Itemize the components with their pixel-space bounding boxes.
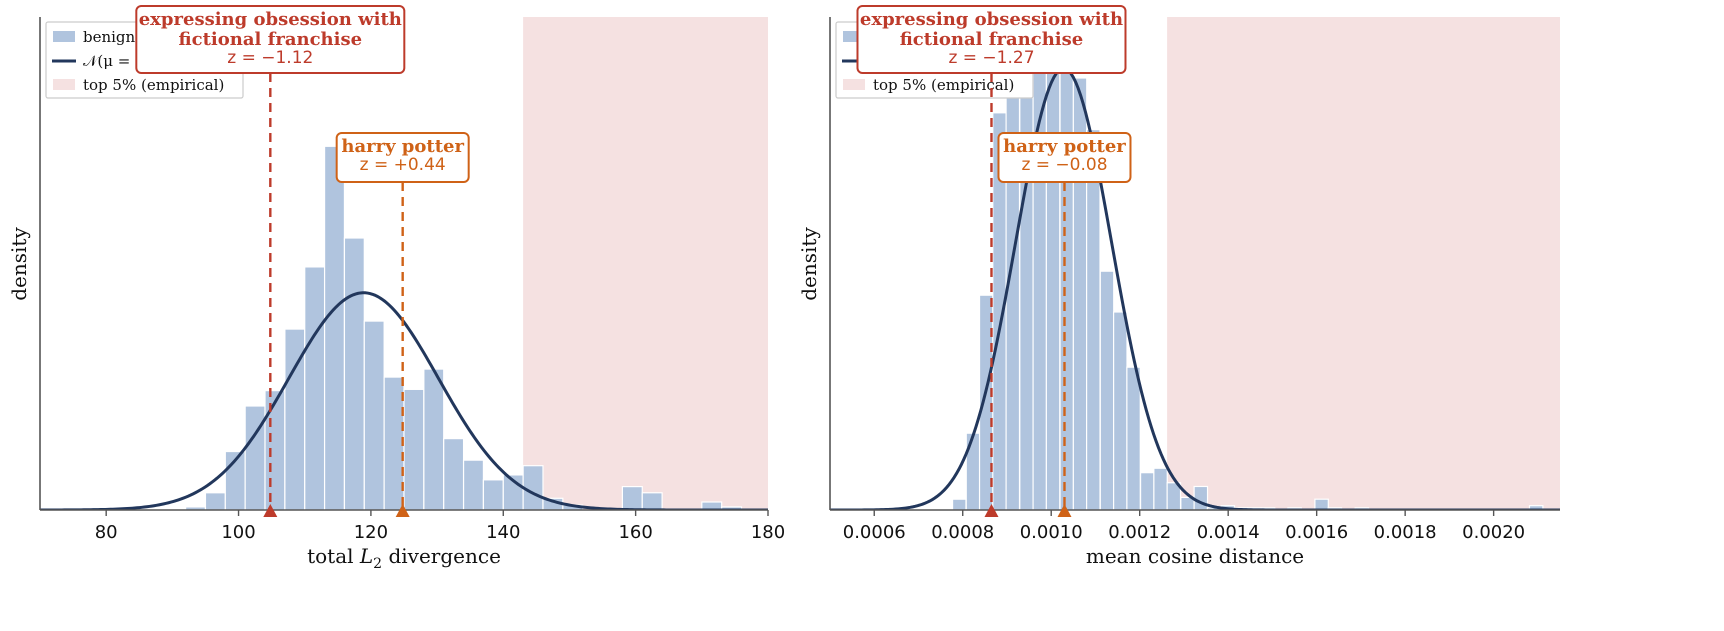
histogram-bar <box>701 501 723 510</box>
annotation-z-orange: z = +0.44 <box>360 155 446 175</box>
histogram-bar <box>641 492 663 510</box>
histogram-bar <box>1139 472 1155 510</box>
annotation-box-orange <box>997 132 1132 183</box>
histogram-bar <box>1112 311 1128 510</box>
legend-label-histogram: benign <box>83 28 136 46</box>
y-axis-label: density <box>797 227 821 301</box>
x-tick-label: 0.0014 <box>1197 522 1260 543</box>
histogram-bar <box>383 376 405 510</box>
x-tick-label: 0.0016 <box>1285 522 1348 543</box>
x-axis-label-subscript: 2 <box>373 556 382 572</box>
annotation-title-orange: harry potter <box>1003 136 1126 157</box>
histogram-bar <box>343 237 365 510</box>
histogram-bar <box>621 486 643 510</box>
histogram-bar <box>1166 482 1182 510</box>
histogram-bar <box>1153 467 1168 510</box>
histogram-bar <box>403 388 425 510</box>
x-axis-label: total L2 divergence <box>307 544 501 572</box>
annotation-title-orange: harry potter <box>341 136 464 157</box>
histogram-bar <box>1126 366 1141 510</box>
x-tick-label: 0.0006 <box>843 522 906 543</box>
annotation-title-red: fictional franchise <box>900 29 1084 50</box>
histogram-bar <box>1314 498 1329 510</box>
top5-region <box>1167 17 1560 510</box>
chart-panel-2: 0.0006 0.0008 0.0010 0.0012 0.0014 0.0016 0.00… <box>797 5 1560 568</box>
histogram-bar <box>1099 270 1115 510</box>
y-axis-label: density <box>7 227 31 301</box>
histogram-bar <box>1193 485 1209 510</box>
histogram-bar <box>1059 29 1075 510</box>
legend-swatch-top5 <box>843 79 865 90</box>
annotation-z-orange: z = −0.08 <box>1021 155 1107 175</box>
histogram-bar <box>1005 29 1021 510</box>
marker-triangle-orange <box>395 504 410 517</box>
annotation-box-red <box>856 5 1127 74</box>
legend-label-top5: top 5% (empirical) <box>83 76 224 94</box>
histogram-bar <box>443 438 465 510</box>
histogram-bar <box>304 266 326 510</box>
x-axis-label-suffix: divergence <box>382 544 501 568</box>
plot-area <box>40 17 768 510</box>
top5-region <box>523 17 768 510</box>
x-tick-label: 0.0010 <box>1020 522 1083 543</box>
legend-swatch-histogram <box>53 31 75 42</box>
x-tick-label: 120 <box>354 522 388 543</box>
legend-label-top5: top 5% (empirical) <box>873 76 1014 94</box>
x-tick-label: 80 <box>95 522 118 543</box>
normal-fit-curve <box>830 66 1560 510</box>
annotation-title-red: expressing obsession with <box>139 9 402 30</box>
chart-panel-1: 80 100 120 140 160 180 total L2 divergence dens… <box>7 5 785 572</box>
x-axis-label-prefix: total <box>307 544 360 568</box>
legend-label-curve: 𝒩(μ = <box>83 52 130 70</box>
legend-swatch-top5 <box>53 79 75 90</box>
marker-triangle-red <box>263 504 278 517</box>
histogram-bar <box>204 492 226 510</box>
marker-triangle-red <box>984 504 999 517</box>
plot-area <box>830 17 1560 510</box>
histogram-bar <box>1019 29 1034 510</box>
histogram-bar <box>951 498 967 510</box>
x-tick-label: 100 <box>221 522 255 543</box>
histogram-bar <box>323 145 346 510</box>
histogram-bar <box>363 320 385 510</box>
annotation-box-orange <box>335 132 470 183</box>
histogram-bar <box>462 459 485 510</box>
x-tick-label: 0.0012 <box>1108 522 1171 543</box>
x-axis-label: mean cosine distance <box>1086 544 1304 568</box>
annotation-title-red: fictional franchise <box>179 29 363 50</box>
annotation-z-red: z = −1.27 <box>948 48 1034 68</box>
legend-swatch-histogram <box>843 31 865 42</box>
x-axis-label-math: L <box>359 544 373 568</box>
histogram-bar <box>264 390 286 510</box>
histogram-bar <box>482 479 504 510</box>
histogram-bar <box>1086 129 1101 510</box>
x-tick-label: 0.0020 <box>1462 522 1525 543</box>
histogram-bar <box>423 368 445 510</box>
histogram-bar <box>1045 29 1061 510</box>
annotation-z-red: z = −1.12 <box>227 48 313 68</box>
x-tick-label: 140 <box>486 522 520 543</box>
annotation-box-red <box>135 5 406 74</box>
x-tick-label: 160 <box>618 522 652 543</box>
annotation-title-red: expressing obsession with <box>860 9 1123 30</box>
x-tick-label: 0.0018 <box>1374 522 1437 543</box>
marker-triangle-orange <box>1057 504 1072 517</box>
x-tick-label: 180 <box>751 522 785 543</box>
x-tick-label: 0.0008 <box>931 522 994 543</box>
